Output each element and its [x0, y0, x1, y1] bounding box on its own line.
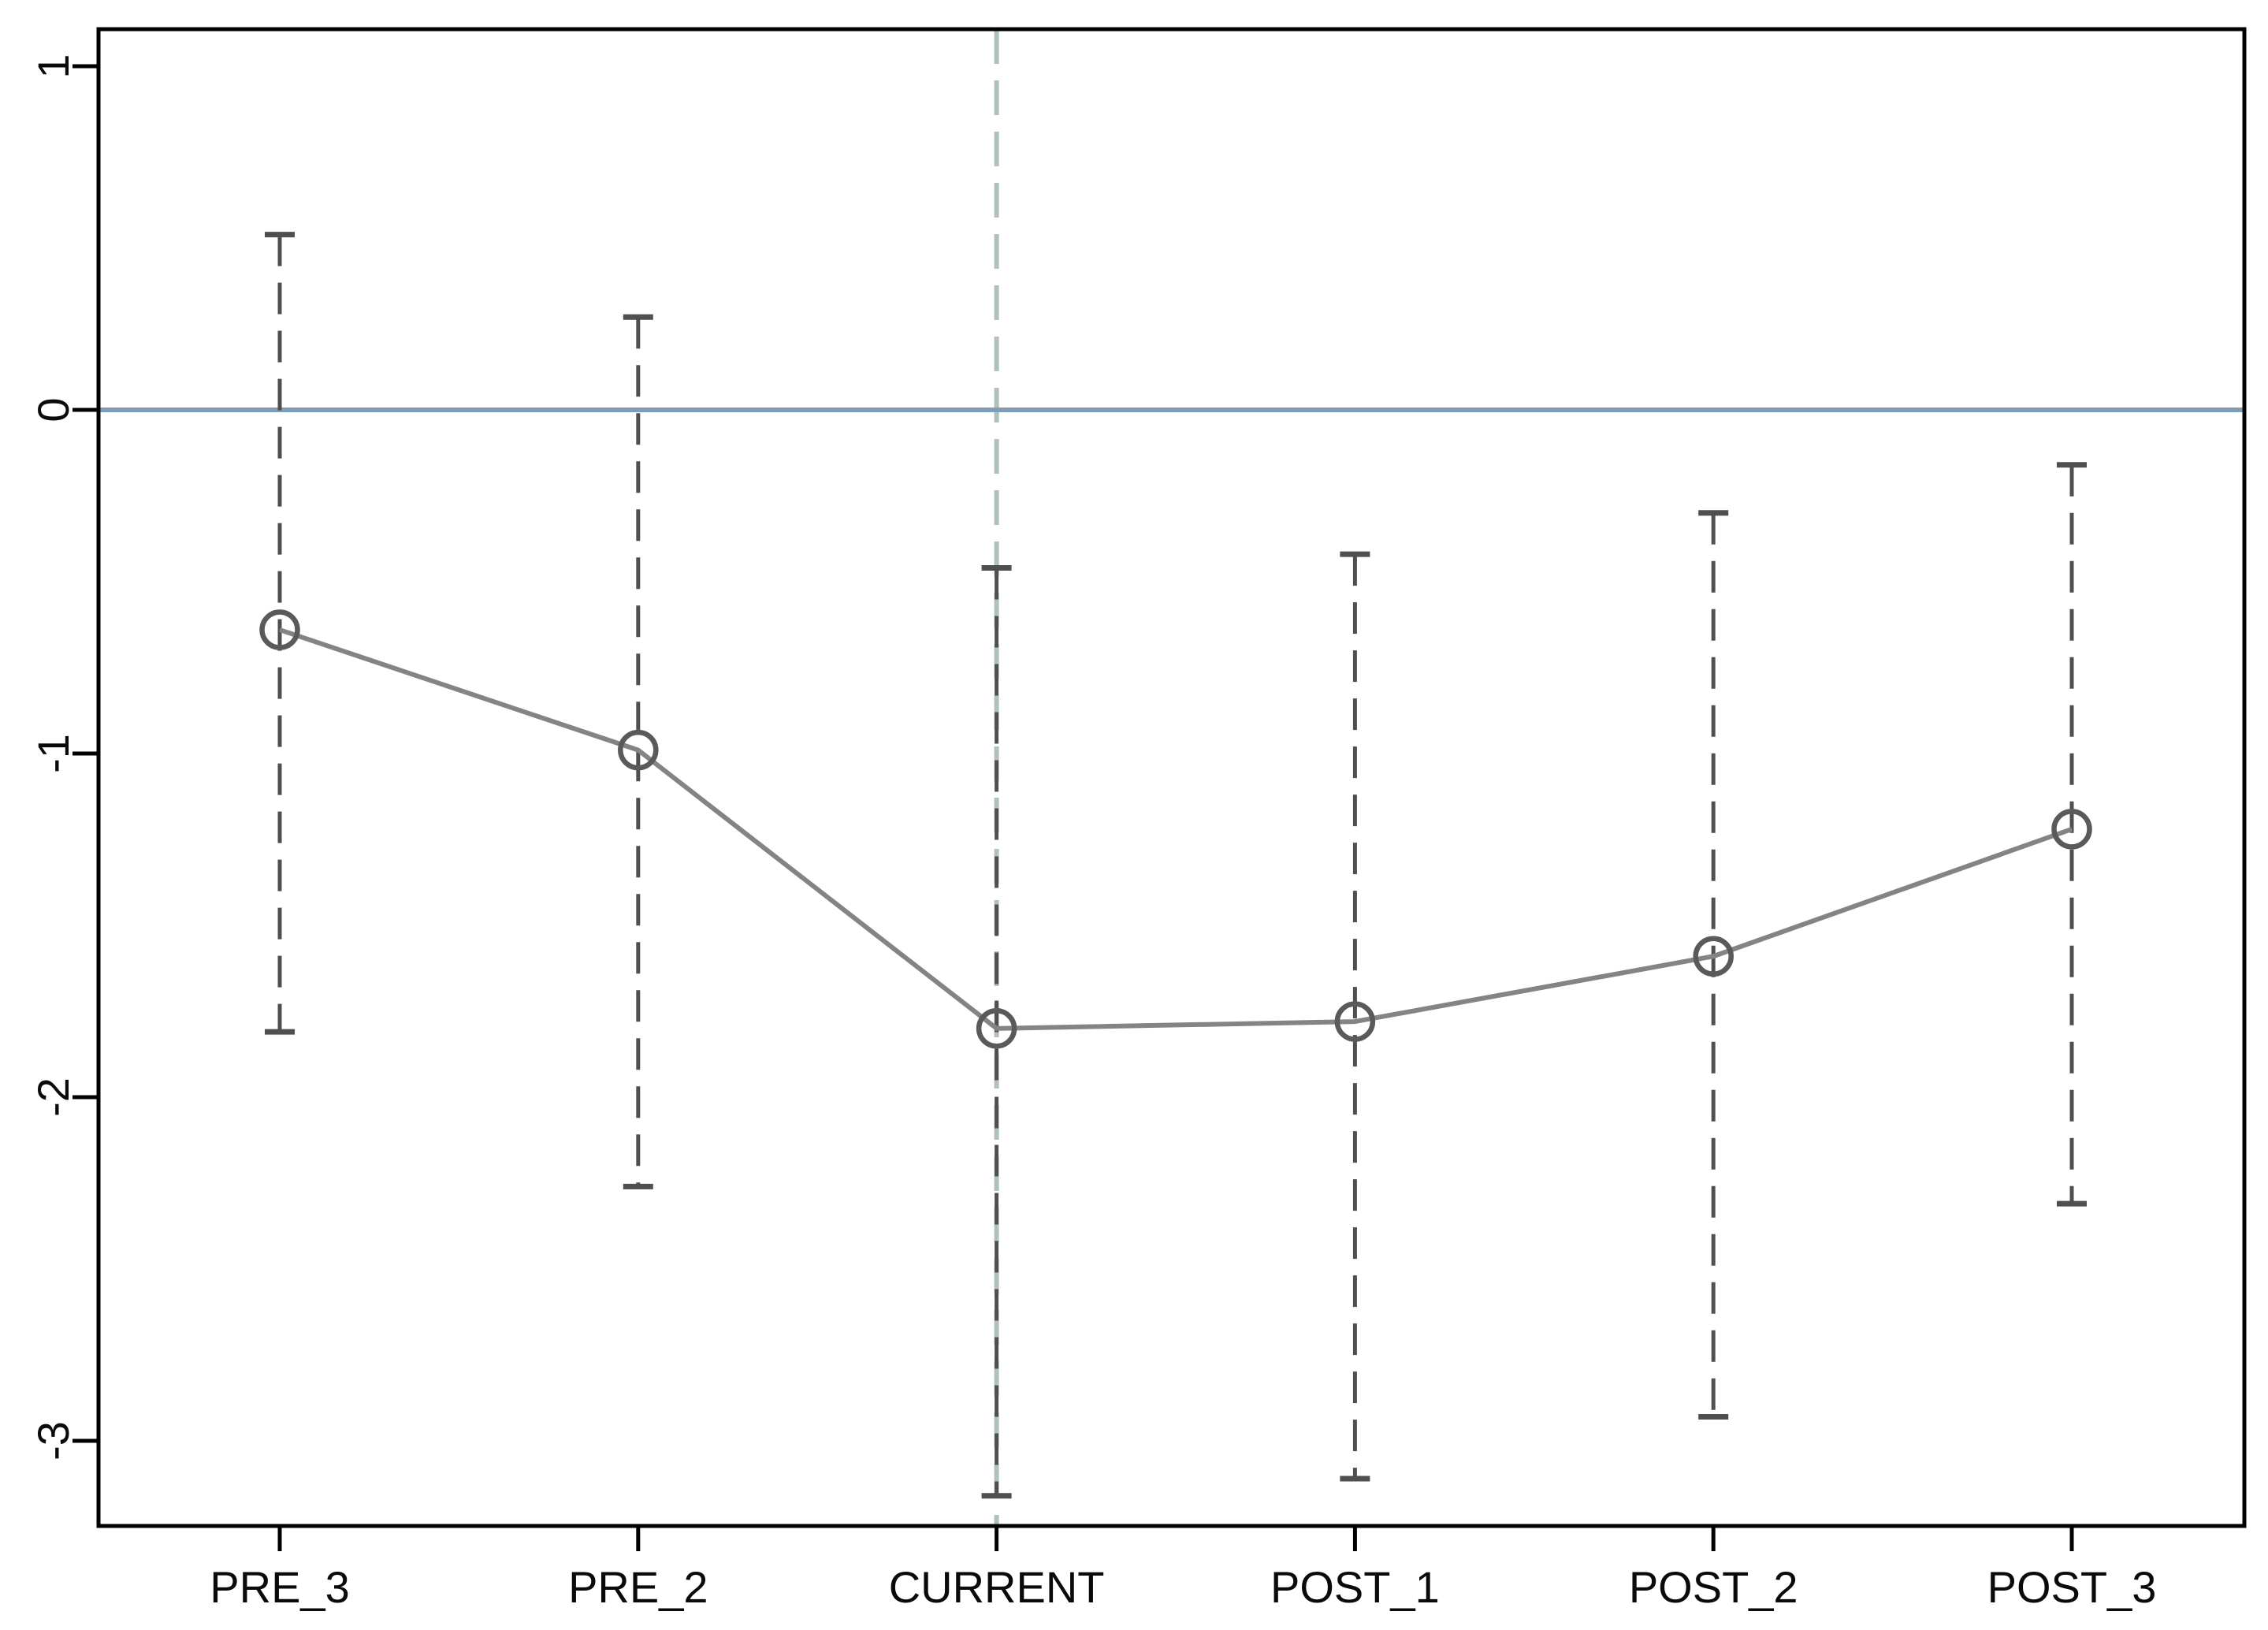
x-axis-tick-label: POST_2 — [1629, 1562, 1798, 1612]
y-axis-tick-label: 1 — [28, 54, 78, 78]
series-line — [279, 627, 2073, 1031]
y-axis-tick-label: -1 — [28, 734, 78, 773]
y-axis-tick-label: -2 — [28, 1077, 78, 1117]
data-point-marker — [1334, 1001, 1376, 1042]
x-axis-tick-label: POST_3 — [1987, 1562, 2157, 1612]
x-axis-tick-label: PRE_3 — [210, 1562, 349, 1612]
data-point-marker — [2051, 809, 2092, 850]
x-axis-tick-label: POST_1 — [1270, 1562, 1440, 1612]
data-point-marker — [976, 1008, 1017, 1049]
data-point-marker — [259, 609, 300, 650]
plot-border — [96, 27, 2247, 1528]
data-point-marker — [1693, 936, 1734, 977]
x-axis-tick-label: CURRENT — [889, 1562, 1105, 1612]
x-axis-tick-label: PRE_2 — [568, 1562, 708, 1612]
y-axis-tick-label: 0 — [28, 397, 78, 422]
y-axis-tick-label: -3 — [28, 1421, 78, 1461]
data-point-marker — [618, 729, 659, 771]
